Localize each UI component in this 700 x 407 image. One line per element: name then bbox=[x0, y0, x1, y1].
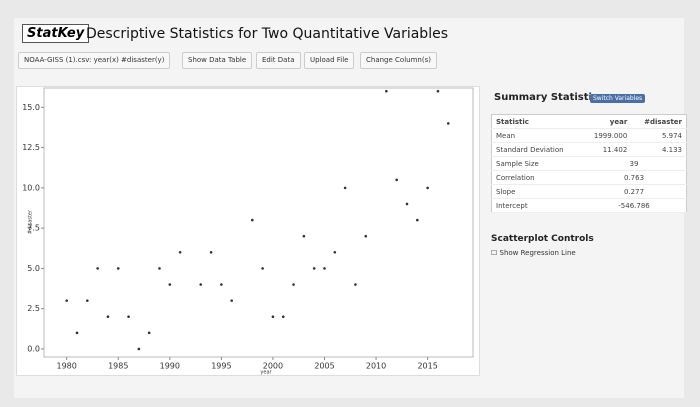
cell: 1999.000 bbox=[582, 128, 632, 143]
cell: Statistic bbox=[491, 114, 583, 129]
point bbox=[147, 331, 151, 335]
y-tick-label: 0.0 bbox=[27, 344, 40, 353]
point bbox=[343, 186, 347, 190]
cell: 0.277 bbox=[582, 184, 687, 199]
cell: Correlation bbox=[491, 170, 583, 185]
row: Sample Size 39 bbox=[491, 156, 687, 171]
point bbox=[281, 315, 285, 319]
y-tick-label: 15.0 bbox=[22, 103, 40, 112]
x-tick-label: 2010 bbox=[366, 362, 386, 371]
point bbox=[312, 267, 316, 270]
y-tick-label: 2.5 bbox=[27, 304, 40, 313]
x-tick-label: 1980 bbox=[57, 362, 77, 371]
point bbox=[106, 315, 110, 319]
cell: Sample Size bbox=[491, 156, 583, 171]
y-tick-label: 12.5 bbox=[22, 143, 40, 152]
button[interactable]: Upload File bbox=[304, 52, 355, 69]
row: Correlation 0.763 bbox=[491, 170, 687, 185]
point bbox=[261, 267, 264, 270]
point bbox=[230, 299, 233, 302]
regression-checkbox[interactable]: ☐ Show Regression Line bbox=[491, 249, 576, 257]
x-tick-label: 1995 bbox=[211, 362, 231, 371]
point bbox=[158, 267, 161, 270]
x-tick-label: 2000 bbox=[263, 362, 283, 371]
controls-title: Scatterplot Controls bbox=[491, 234, 594, 244]
cell: Intercept bbox=[491, 198, 583, 213]
point bbox=[199, 283, 203, 286]
cell: Mean bbox=[491, 128, 583, 143]
point bbox=[137, 347, 141, 351]
point bbox=[86, 299, 89, 302]
dataset-dropdown[interactable]: NOAA-GISS (1).csv: year(x) #disaster(y) bbox=[18, 52, 171, 69]
point bbox=[116, 267, 120, 270]
x-axis-label: year bbox=[260, 370, 272, 376]
cell: 0.763 bbox=[582, 170, 687, 185]
y-axis-label: #disaster bbox=[28, 209, 34, 234]
y-tick-label: 10.0 bbox=[22, 183, 40, 192]
point bbox=[354, 283, 357, 286]
logo[interactable]: StatKey bbox=[22, 24, 90, 43]
cell: #disaster bbox=[631, 114, 687, 129]
page-title: Descriptive Statistics for Two Quantitat… bbox=[86, 26, 448, 42]
plot-panel bbox=[16, 86, 480, 376]
plot-frame bbox=[43, 87, 474, 358]
row: Standard Deviation 11.402 4.133 bbox=[491, 142, 687, 157]
row: Statistic year #disaster bbox=[491, 114, 687, 129]
stats-title: Summary Statistics bbox=[494, 92, 604, 103]
point bbox=[251, 218, 254, 222]
point bbox=[209, 250, 213, 254]
point bbox=[385, 89, 388, 93]
button[interactable]: Show Data Table bbox=[182, 52, 253, 69]
point bbox=[75, 331, 79, 335]
x-tick-label: 2005 bbox=[314, 362, 334, 371]
switch-button[interactable]: Switch Variables bbox=[590, 94, 646, 103]
cell: 11.402 bbox=[582, 142, 632, 157]
button[interactable]: Edit Data bbox=[256, 52, 301, 69]
point bbox=[426, 186, 429, 190]
point bbox=[178, 250, 182, 254]
point bbox=[127, 315, 130, 319]
point bbox=[364, 234, 368, 238]
row: Intercept -546.786 bbox=[491, 198, 687, 213]
cell: year bbox=[582, 114, 632, 129]
row: Slope 0.277 bbox=[491, 184, 687, 199]
cell: 4.133 bbox=[631, 142, 687, 157]
x-tick-label: 1990 bbox=[160, 362, 180, 371]
y-tick-label: 7.5 bbox=[27, 224, 40, 233]
x-tick-label: 2015 bbox=[417, 362, 437, 371]
point bbox=[323, 267, 326, 270]
point bbox=[416, 218, 419, 222]
cell: Standard Deviation bbox=[491, 142, 583, 157]
x-tick-label: 1985 bbox=[108, 362, 128, 371]
y-tick-label: 5.0 bbox=[27, 264, 40, 273]
cell: -546.786 bbox=[582, 198, 687, 213]
row: Mean 1999.000 5.974 bbox=[491, 128, 687, 143]
point bbox=[96, 267, 99, 270]
point bbox=[436, 89, 440, 93]
cell: 5.974 bbox=[631, 128, 687, 143]
point bbox=[65, 299, 68, 302]
point bbox=[446, 122, 450, 125]
point bbox=[292, 283, 295, 286]
cell: Slope bbox=[491, 184, 583, 199]
point bbox=[302, 234, 306, 238]
stats-table: Statistic year #disaster Mean 1999.000 5.974 S… bbox=[491, 114, 687, 213]
point bbox=[271, 315, 275, 319]
cell: 39 bbox=[582, 156, 687, 171]
checkbox-label: Show Regression Line bbox=[499, 249, 576, 257]
button[interactable]: Change Column(s) bbox=[360, 52, 437, 69]
point bbox=[395, 178, 398, 182]
point bbox=[168, 283, 172, 286]
point bbox=[220, 283, 223, 286]
point bbox=[333, 250, 337, 254]
point bbox=[405, 202, 409, 206]
